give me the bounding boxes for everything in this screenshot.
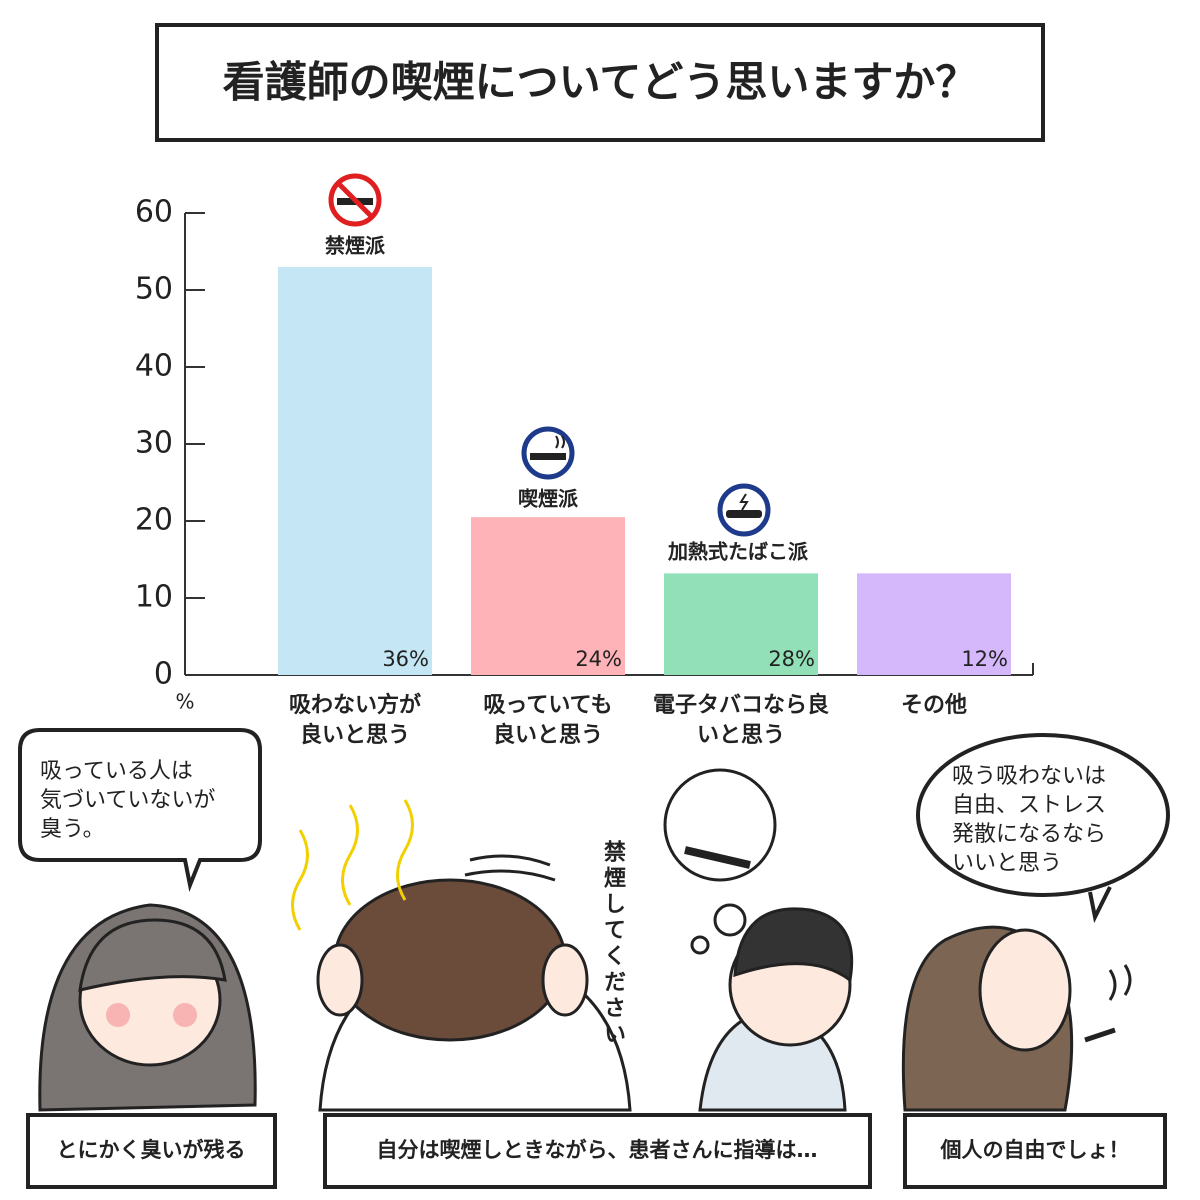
illustration: [38, 768, 1132, 1112]
x-tick-label: 吸わない方が良いと思う: [289, 692, 421, 748]
y-tick-label: 50: [135, 272, 173, 307]
speech-bubble: [18, 728, 1170, 924]
y-tick-label: 0: [154, 657, 173, 692]
title-box: [155, 23, 1045, 142]
y-tick-label: 10: [135, 580, 173, 615]
bubble-text: 臭う。: [40, 817, 105, 842]
bubble-text: 吸っている人は: [40, 759, 193, 784]
bar-note: 28%: [768, 647, 815, 671]
x-tick-line: 良いと思う: [493, 722, 603, 748]
x-tick-line: いと思う: [697, 723, 785, 748]
bubble-text: 気づいていないが: [40, 788, 215, 813]
caption: 個人の自由でしょ！: [940, 1138, 1130, 1162]
y-tick-label: 60: [135, 195, 173, 230]
y-tick-label: 40: [135, 349, 173, 384]
group-label: 加熱式たばこ派: [667, 540, 809, 564]
no-smoking-icon: [328, 173, 382, 227]
bubble-text: 吸う吸わないは: [952, 764, 1106, 789]
smoking-icon: [521, 426, 575, 480]
group-label: 喫煙派: [518, 487, 579, 511]
y-axis-label: %: [175, 690, 194, 714]
group-label: 禁煙派: [325, 234, 386, 258]
bar-note: 12%: [961, 647, 1008, 671]
x-tick-line: 電子タバコなら良: [653, 692, 829, 718]
y-tick-label: 20: [135, 503, 173, 538]
x-tick-line: 良いと思う: [300, 722, 410, 748]
caption: とにかく臭いが残る: [57, 1138, 246, 1162]
bar-note: 36%: [382, 647, 429, 671]
bubble-text: 自由、ストレス: [952, 793, 1106, 818]
bar: [471, 517, 625, 675]
bubble-text: いいと思う: [952, 851, 1062, 876]
x-tick-line: その他: [901, 693, 967, 718]
bubble-text: 発散になるなら: [952, 822, 1106, 847]
x-tick-line: 吸っていても: [483, 693, 612, 718]
caption-box: [26, 1113, 1167, 1189]
x-tick-line: 吸わない方が: [289, 692, 421, 718]
bar: [278, 266, 432, 675]
bar: [857, 573, 1011, 675]
chart-title: 看護師の喫煙についてどう思いますか？: [223, 58, 978, 107]
caption: 自分は喫煙しときながら、患者さんに指導は…: [377, 1138, 818, 1162]
heated-tobacco-icon: [717, 483, 771, 537]
bar: [664, 573, 818, 675]
x-tick-label: 吸っていても良いと思う: [483, 693, 612, 748]
y-tick-label: 30: [135, 426, 173, 461]
bar-note: 24%: [575, 647, 622, 671]
x-tick-label: その他: [901, 693, 967, 718]
x-tick-label: 電子タバコなら良いと思う: [653, 692, 829, 748]
vertical-text: 禁煙してください: [600, 839, 626, 1048]
